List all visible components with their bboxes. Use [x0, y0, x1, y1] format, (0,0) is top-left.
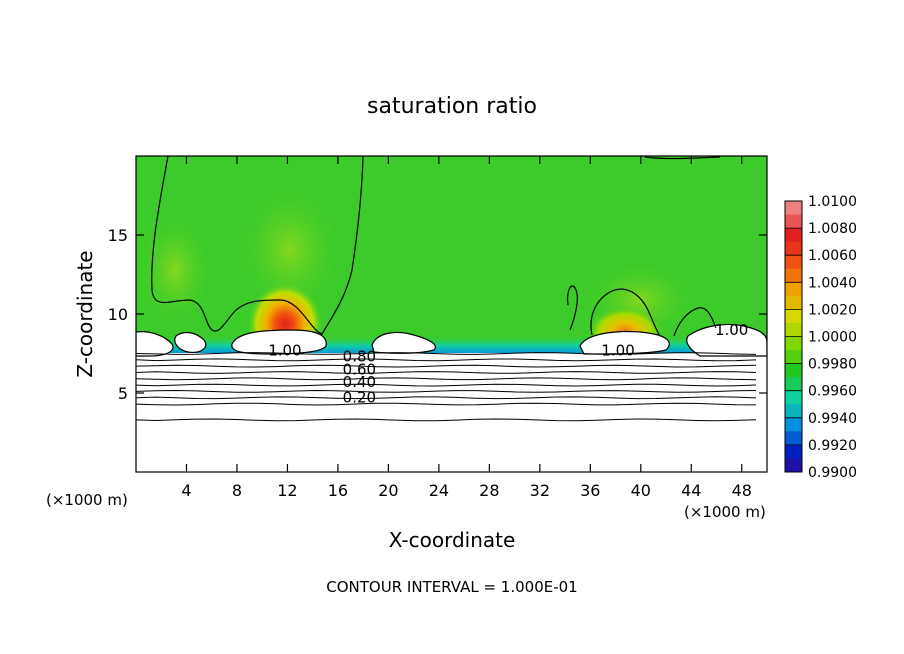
colorbar-swatch — [785, 390, 802, 418]
dry-pocket — [686, 323, 767, 357]
colorbar-label: 1.0040 — [808, 275, 857, 291]
contour-1.00 — [567, 285, 578, 331]
colorbar-swatch-blend — [785, 241, 802, 256]
colorbar-swatch-blend — [785, 214, 802, 229]
y-tick-label: 15 — [108, 226, 128, 245]
colorbar-label: 0.9900 — [808, 465, 857, 481]
colorbar-swatch — [785, 282, 802, 310]
contour-line — [136, 377, 757, 381]
dry-layer — [136, 353, 767, 472]
dry-pocket — [371, 331, 436, 354]
colorbar-swatch — [785, 255, 802, 283]
x-tick-label: 16 — [328, 481, 348, 500]
soft-highlight-center — [235, 180, 345, 320]
colorbar-swatch-blend — [785, 295, 802, 310]
x-tick-label: 12 — [277, 481, 297, 500]
x-tick-label: 20 — [378, 481, 398, 500]
contour-label: 0.80 — [343, 348, 376, 366]
contour-label: 0.60 — [343, 360, 376, 378]
colorbar-swatch — [785, 336, 802, 364]
contour-1.00 — [590, 288, 661, 337]
contour-line — [136, 396, 757, 400]
contour-1.00 — [673, 307, 717, 337]
colorbar-label: 0.9940 — [808, 411, 857, 427]
x-tick-label: 32 — [530, 481, 550, 500]
colorbar-label: 1.0100 — [808, 194, 857, 210]
dry-pocket — [174, 331, 207, 353]
x-tick-label: 24 — [429, 481, 449, 500]
contour-1.00 — [644, 156, 721, 160]
contour-line — [136, 418, 757, 422]
colorbar-swatch-blend — [785, 431, 802, 445]
x-tick-label: 28 — [479, 481, 499, 500]
chart-title: saturation ratio — [367, 94, 537, 119]
contour-labels: 1.00 1.00 1.00 0.800.600.400.20 — [268, 321, 748, 407]
x-tick-label: 40 — [631, 481, 651, 500]
contour-1.00 — [151, 156, 364, 335]
dry-pocket — [231, 329, 327, 355]
x-tick-label: 36 — [580, 481, 600, 500]
colorbar-swatch-blend — [785, 377, 802, 391]
x-unit-left: (×1000 m) — [46, 491, 128, 509]
colorbar-swatch-blend — [785, 350, 802, 364]
plot-area: 1.00 1.00 1.00 0.800.600.400.20 — [136, 156, 767, 472]
colorbar-label: 0.9960 — [808, 384, 857, 400]
x-tick-label: 8 — [232, 481, 242, 500]
colorbar-swatch-blend — [785, 404, 802, 418]
contour-line — [136, 402, 757, 406]
contour-label: 1.00 — [601, 341, 634, 359]
colorbar-label: 1.0060 — [808, 248, 857, 264]
contour-line — [136, 383, 757, 387]
horizontal-contours — [136, 352, 757, 422]
contour-line — [136, 352, 757, 355]
contour-line — [136, 364, 757, 368]
x-tick-label: 4 — [181, 481, 191, 500]
colorbar-label: 1.0020 — [808, 302, 857, 318]
colorbar-swatch — [785, 228, 802, 256]
contour-line — [136, 371, 757, 374]
colorbar-label: 0.9920 — [808, 438, 857, 454]
contour-label: 0.20 — [343, 389, 376, 407]
y-axis-ticks: 5 10 15 — [108, 226, 767, 403]
contour-line — [136, 358, 757, 362]
colorbar-label: 1.0000 — [808, 330, 857, 346]
x-axis-ticks: 4 8 12 16 20 24 28 32 36 40 44 48 — [181, 156, 752, 500]
colorbar-label: 1.0080 — [808, 221, 857, 237]
colorbar: 1.0100 1.0080 1.0060 1.0040 1.0020 1.0000 0.99… — [784, 194, 857, 481]
y-axis-label: Z-coordinate — [73, 250, 97, 377]
dry-pocket — [136, 331, 174, 357]
colorbar-swatch — [785, 363, 802, 391]
contour-label: 1.00 — [715, 321, 748, 339]
colorbar-swatch — [785, 201, 802, 229]
contour-label: 0.40 — [343, 373, 376, 391]
colorbar-swatch-blend — [785, 322, 802, 337]
colorbar-label: 0.9980 — [808, 357, 857, 373]
colorbar-swatch — [785, 444, 802, 472]
colorbar-swatch-blend — [785, 458, 802, 472]
x-tick-label: 48 — [732, 481, 752, 500]
contour-interval-note: CONTOUR INTERVAL = 1.000E-01 — [326, 578, 577, 596]
contour-label: 1.00 — [268, 341, 301, 359]
colorbar-swatch — [785, 417, 802, 445]
x-unit-right: (×1000 m) — [684, 503, 766, 521]
contour-line — [136, 389, 757, 393]
colorbar-swatch-blend — [785, 268, 802, 283]
y-tick-label: 5 — [118, 384, 128, 403]
x-tick-label: 44 — [681, 481, 701, 500]
subsaturated-band — [136, 335, 767, 354]
dry-pocket — [579, 330, 670, 355]
x-axis-label: X-coordinate — [389, 528, 516, 552]
colorbar-swatch — [785, 309, 802, 337]
y-tick-label: 10 — [108, 305, 128, 324]
